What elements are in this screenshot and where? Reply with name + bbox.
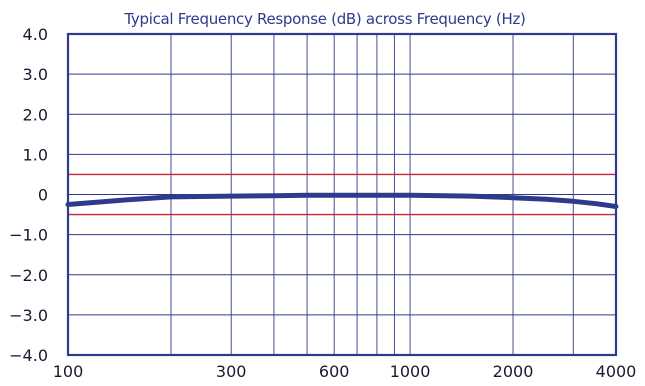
x-tick-label: 4000 <box>596 362 637 381</box>
x-tick-label: 600 <box>319 362 350 381</box>
y-tick-label: 0 <box>38 186 48 205</box>
plot-frame <box>66 32 618 357</box>
y-tick-label: −2.0 <box>9 266 48 285</box>
y-tick-label: −1.0 <box>9 226 48 245</box>
y-tick-label: 3.0 <box>23 65 48 84</box>
response-curve <box>65 192 619 209</box>
x-tick-label: 100 <box>53 362 84 381</box>
y-tick-label: 1.0 <box>23 145 48 164</box>
grid-layer <box>68 34 616 355</box>
x-tick-label: 2000 <box>493 362 534 381</box>
y-tick-label: −3.0 <box>9 306 48 325</box>
x-tick-label: 300 <box>216 362 247 381</box>
series-layer <box>65 192 619 209</box>
chart-title: Typical Frequency Response (dB) across F… <box>123 10 525 28</box>
x-axis-tick-labels: 100 300 600 1000 2000 4000 <box>53 362 637 381</box>
y-tick-label: 4.0 <box>23 25 48 44</box>
y-tick-label: 2.0 <box>23 105 48 124</box>
x-tick-label: 1000 <box>390 362 431 381</box>
y-tick-label: −4.0 <box>9 346 48 365</box>
y-axis-tick-labels: 4.0 3.0 2.0 1.0 0 −1.0 −2.0 −3.0 −4.0 <box>9 25 48 365</box>
reference-lines <box>68 173 616 216</box>
